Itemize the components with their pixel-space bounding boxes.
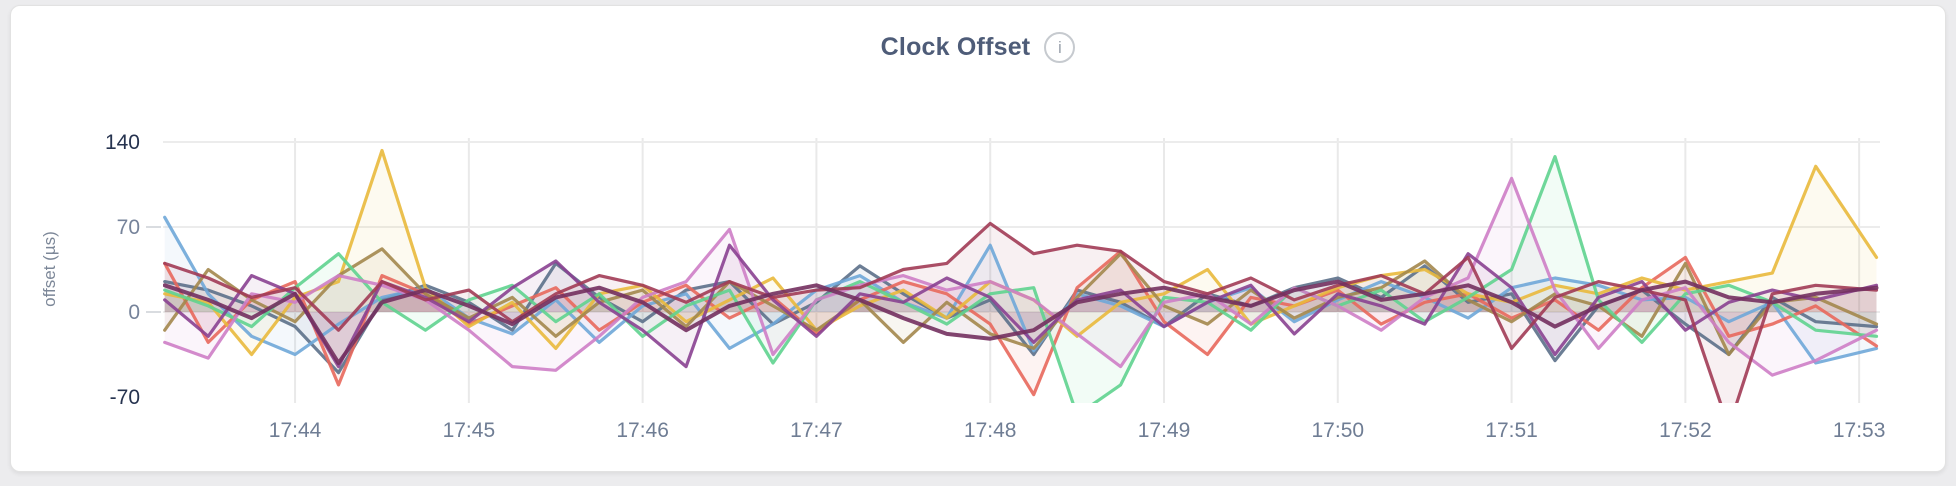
info-icon-glyph: i <box>1057 38 1062 57</box>
x-tick-label: 17:45 <box>443 419 496 442</box>
series-area-blue <box>164 217 1877 363</box>
x-tick-label: 17:48 <box>964 419 1017 442</box>
y-tick-label: 0 <box>128 301 140 324</box>
x-tick-label: 17:52 <box>1659 419 1712 442</box>
chart-header: Clock Offset i <box>0 32 1956 63</box>
plot-area[interactable] <box>163 135 1880 403</box>
x-tick-label: 17:49 <box>1138 419 1191 442</box>
series-line-orchid <box>163 176 1879 377</box>
x-tick-label: 17:47 <box>790 419 843 442</box>
x-tick-label: 17:44 <box>269 419 322 442</box>
series-line-blue <box>163 215 1879 365</box>
series-area-green <box>164 156 1877 403</box>
y-tick-label: 140 <box>105 131 140 154</box>
series-line-violet <box>163 243 1879 369</box>
axis-labels: 17:44 17:45 17:46 17:47 17:48 17:49 17:50 17:51… <box>105 131 1885 442</box>
series-line-khaki <box>163 247 1879 357</box>
x-tick-label: 17:46 <box>616 419 669 442</box>
series-line-plum <box>163 279 1879 365</box>
series-lines <box>163 148 1879 403</box>
series-line-maroon <box>163 221 1879 403</box>
chart-card <box>10 5 1946 472</box>
info-icon[interactable]: i <box>1044 32 1076 63</box>
y-tick-label: 70 <box>117 216 140 239</box>
chart-title: Clock Offset <box>880 33 1031 61</box>
x-tick-label: 17:53 <box>1833 419 1886 442</box>
y-tick-label: -70 <box>110 386 140 409</box>
y-axis-title: offset (µs) <box>40 231 59 307</box>
x-tick-label: 17:50 <box>1312 419 1365 442</box>
x-tick-label: 17:51 <box>1485 419 1538 442</box>
